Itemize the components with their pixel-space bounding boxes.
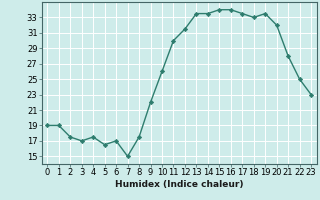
X-axis label: Humidex (Indice chaleur): Humidex (Indice chaleur)	[115, 180, 244, 189]
